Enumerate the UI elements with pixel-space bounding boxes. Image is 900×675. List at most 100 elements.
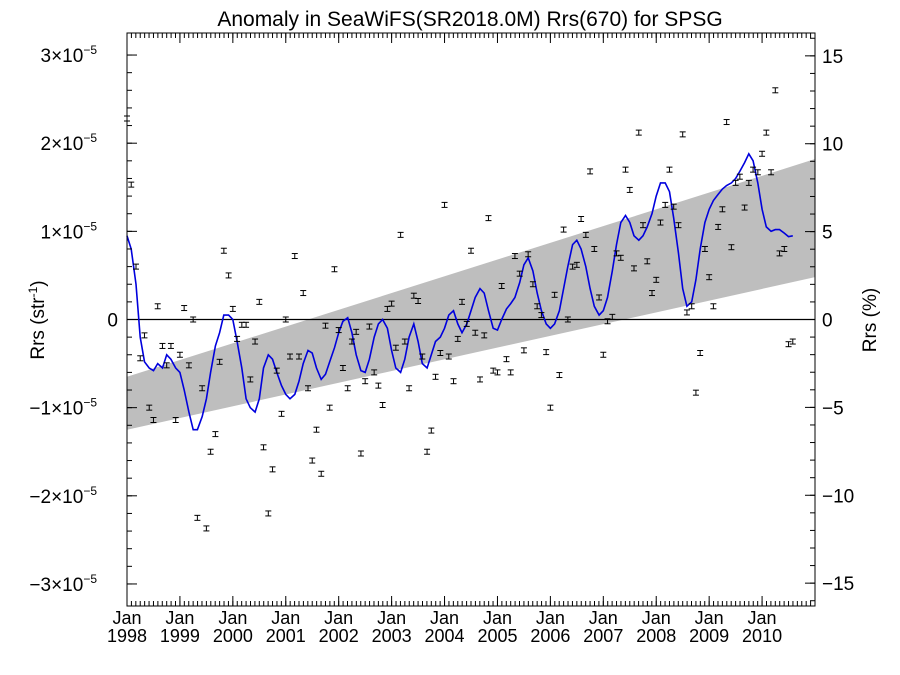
data-point xyxy=(736,173,743,180)
data-point xyxy=(763,129,770,136)
data-point xyxy=(194,514,201,521)
data-point xyxy=(644,258,651,265)
left-tick-label-exponent: −5 xyxy=(83,396,97,410)
data-point xyxy=(357,450,364,457)
data-point xyxy=(181,305,188,312)
data-point xyxy=(132,263,139,270)
data-point xyxy=(728,244,735,251)
data-point xyxy=(591,245,598,252)
data-point xyxy=(388,300,395,307)
data-point xyxy=(556,372,563,379)
x-tick-month-label: Jan xyxy=(748,608,777,628)
data-point xyxy=(278,410,285,417)
x-tick-month-label: Jan xyxy=(324,608,353,628)
data-point xyxy=(256,298,263,305)
data-point xyxy=(772,87,779,94)
data-point xyxy=(750,166,757,173)
data-point xyxy=(265,510,272,517)
data-point xyxy=(490,367,497,374)
x-tick-year-label: 2002 xyxy=(319,626,359,646)
left-tick-label-exponent: −5 xyxy=(83,131,97,145)
x-tick-year-label: 2009 xyxy=(689,626,729,646)
y-axis-label-left-text: Rrs (str xyxy=(28,297,49,360)
data-point xyxy=(551,291,558,298)
x-tick-month-label: Jan xyxy=(218,608,247,628)
data-point xyxy=(547,404,554,411)
data-point xyxy=(225,272,232,279)
data-point xyxy=(313,426,320,433)
right-tick-label: −15 xyxy=(822,574,854,595)
left-tick-label: 0 xyxy=(107,311,118,332)
data-point xyxy=(604,318,611,325)
data-point xyxy=(538,312,545,319)
plot-area xyxy=(124,87,815,532)
data-point xyxy=(432,373,439,380)
data-point xyxy=(212,431,219,438)
data-point xyxy=(437,349,444,356)
right-tick-label: 5 xyxy=(822,223,833,244)
data-point xyxy=(335,327,342,334)
data-point xyxy=(569,263,576,270)
data-point xyxy=(353,328,360,335)
x-tick-year-label: 2008 xyxy=(636,626,676,646)
data-point xyxy=(719,206,726,213)
left-tick-label-base: 3×10 xyxy=(41,46,84,67)
data-point xyxy=(573,261,580,268)
data-point xyxy=(260,444,267,451)
data-point xyxy=(379,402,386,409)
x-tick-month-label: Jan xyxy=(165,608,194,628)
data-point xyxy=(481,332,488,339)
data-point xyxy=(252,338,259,345)
data-point xyxy=(216,358,223,365)
data-point xyxy=(511,253,518,260)
data-point xyxy=(613,250,620,257)
data-point xyxy=(304,385,311,392)
chart-title: Anomaly in SeaWiFS(SR2018.0M) Rrs(670) f… xyxy=(217,8,722,31)
data-point xyxy=(578,216,585,223)
data-point xyxy=(291,253,298,260)
left-tick-label-exponent: −5 xyxy=(83,43,97,57)
data-point xyxy=(318,470,325,477)
data-point xyxy=(525,251,532,258)
data-point xyxy=(582,231,589,238)
data-point xyxy=(238,321,245,328)
axes: 3×10−52×10−51×10−50−1×10−5−2×10−5−3×10−5… xyxy=(29,33,854,646)
x-tick-month-label: Jan xyxy=(536,608,565,628)
data-point xyxy=(220,247,227,254)
data-point xyxy=(454,335,461,342)
left-tick-label-base: −2×10 xyxy=(29,487,83,508)
data-point xyxy=(366,323,373,330)
data-point xyxy=(141,332,148,339)
y-axis-label-left: Rrs (str-1) xyxy=(26,280,49,359)
plot-frame xyxy=(126,32,816,607)
left-tick-label: 3×10−5 xyxy=(41,43,98,67)
data-point xyxy=(494,369,501,376)
x-tick-year-label: 2004 xyxy=(425,626,465,646)
data-point xyxy=(662,201,669,208)
data-point xyxy=(348,338,355,345)
data-point xyxy=(653,276,660,283)
right-tick-label: −10 xyxy=(822,486,854,507)
data-point xyxy=(534,303,541,310)
left-tick-label: 1×10−5 xyxy=(41,219,98,243)
data-point xyxy=(419,353,426,360)
x-tick-year-label: 2007 xyxy=(583,626,623,646)
data-point xyxy=(234,335,241,342)
data-point xyxy=(710,303,717,310)
data-point xyxy=(269,466,276,473)
data-point xyxy=(670,203,677,210)
data-point xyxy=(424,448,431,455)
data-point xyxy=(401,338,408,345)
data-point xyxy=(415,297,422,304)
data-point xyxy=(472,329,479,336)
data-point xyxy=(622,166,629,173)
data-point xyxy=(706,274,713,281)
x-tick-year-label: 1998 xyxy=(107,626,147,646)
data-point xyxy=(331,266,338,273)
data-point xyxy=(503,356,510,363)
data-point xyxy=(154,303,161,310)
data-point xyxy=(468,247,474,254)
x-tick-year-label: 2001 xyxy=(266,626,306,646)
data-point xyxy=(146,404,153,411)
data-point xyxy=(683,309,690,316)
